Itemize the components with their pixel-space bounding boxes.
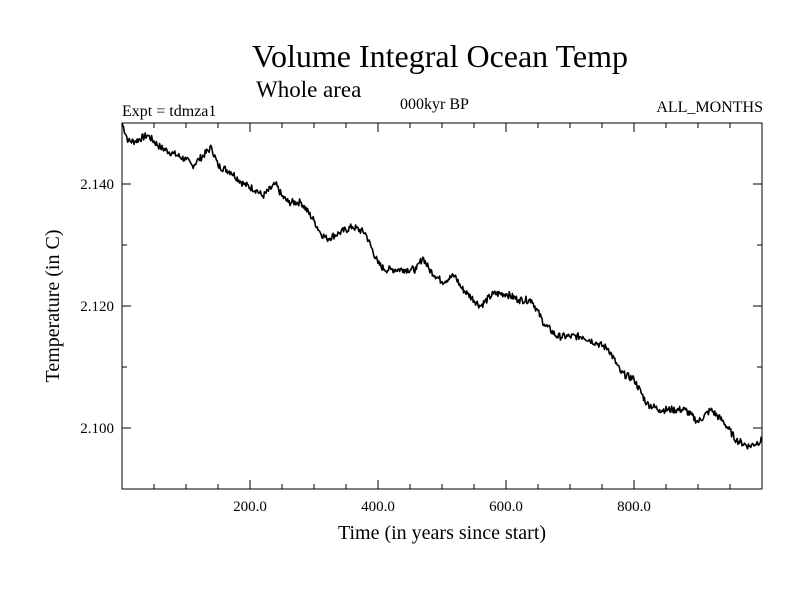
experiment-label: Expt = tdmza1 bbox=[122, 103, 217, 120]
axis-tick-labels: 200.0 400.0 600.0 800.0 2.100 2.120 2.140 bbox=[80, 177, 651, 515]
chart-title: Volume Integral Ocean Temp bbox=[251, 38, 628, 74]
y-axis-label: Temperature (in C) bbox=[42, 230, 64, 383]
y-tick-label: 2.120 bbox=[80, 299, 114, 315]
x-tick-label: 400.0 bbox=[361, 499, 395, 515]
x-tick-label: 600.0 bbox=[489, 499, 523, 515]
x-axis-label: Time (in years since start) bbox=[338, 522, 546, 544]
epoch-label: 000kyr BP bbox=[400, 96, 469, 113]
series-line bbox=[121, 122, 763, 450]
months-label: ALL_MONTHS bbox=[656, 99, 763, 116]
plot-frame bbox=[121, 122, 763, 490]
y-tick-label: 2.100 bbox=[80, 421, 114, 437]
x-tick-label: 800.0 bbox=[617, 499, 651, 515]
y-tick-label: 2.140 bbox=[80, 177, 114, 193]
x-tick-label: 200.0 bbox=[233, 499, 267, 515]
chart-subtitle: Whole area bbox=[256, 77, 362, 102]
axis-ticks bbox=[122, 123, 762, 489]
